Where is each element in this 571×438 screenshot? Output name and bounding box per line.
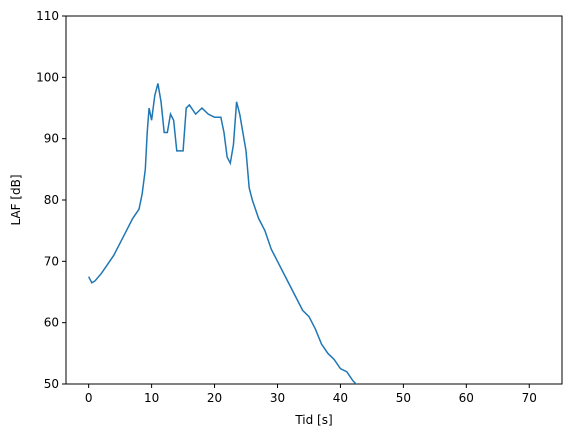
y-axis-label: LAF [dB] — [9, 174, 23, 225]
y-tick-label: 90 — [44, 132, 59, 146]
data-line — [87, 83, 358, 384]
x-tick-label: 40 — [333, 391, 348, 405]
x-tick-label: 20 — [207, 391, 222, 405]
x-tick-label: 30 — [270, 391, 285, 405]
y-tick-label: 80 — [44, 193, 59, 207]
x-tick-label: 60 — [459, 391, 474, 405]
y-tick-label: 70 — [44, 254, 59, 268]
y-tick-label: 50 — [44, 377, 59, 391]
x-tick-label: 10 — [144, 391, 159, 405]
y-tick-label: 100 — [36, 70, 59, 84]
x-tick-label: 50 — [396, 391, 411, 405]
x-axis-label: Tid [s] — [294, 413, 332, 427]
y-tick-label: 110 — [36, 9, 59, 23]
y-tick-label: 60 — [44, 316, 59, 330]
x-tick-label: 70 — [522, 391, 537, 405]
x-tick-label: 0 — [85, 391, 93, 405]
